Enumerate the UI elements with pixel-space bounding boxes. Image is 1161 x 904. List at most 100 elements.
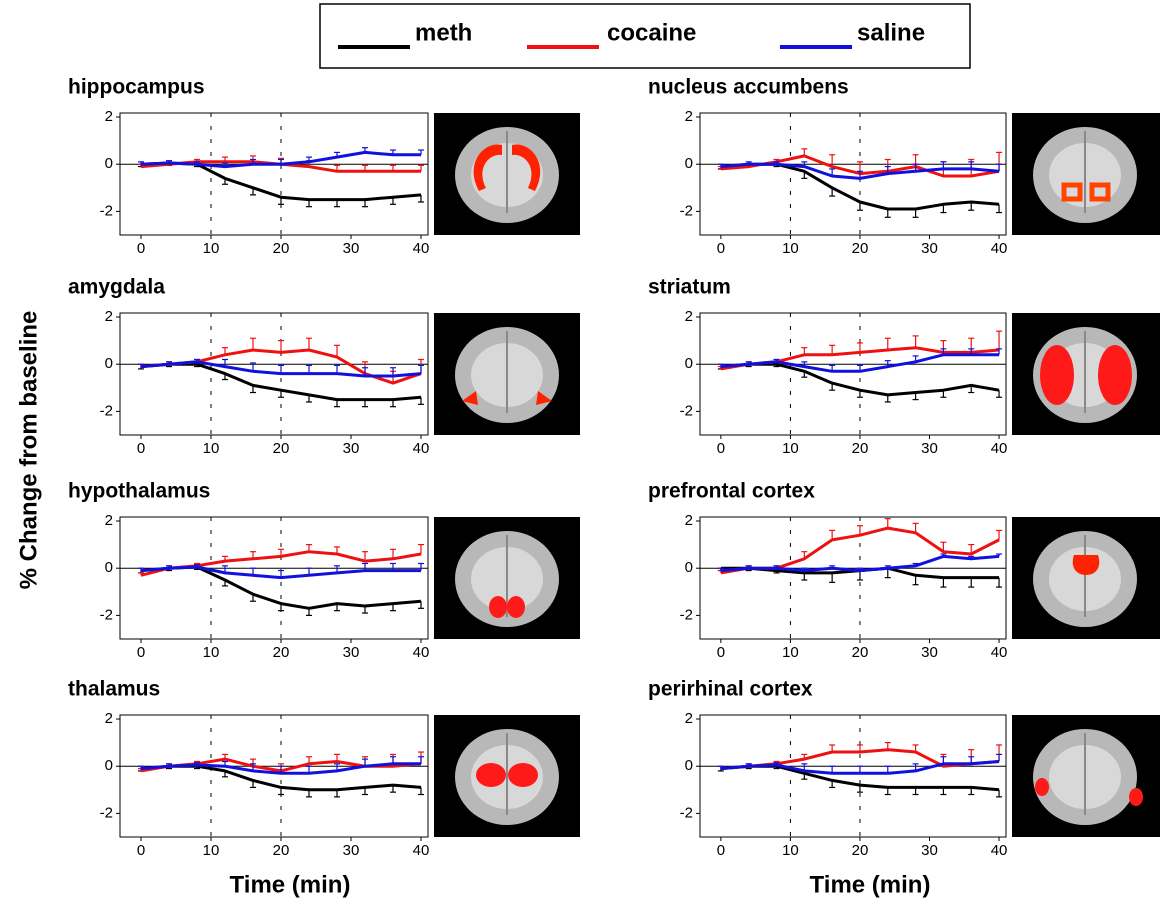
panel-title: thalamus xyxy=(68,678,160,701)
x-tick-label: 20 xyxy=(852,644,869,661)
y-tick-label: -2 xyxy=(680,606,693,623)
y-axis-label: % Change from baseline xyxy=(15,311,42,590)
x-tick-label: 30 xyxy=(921,240,938,257)
plot-frame xyxy=(700,313,1006,435)
region xyxy=(507,596,525,618)
plot-frame xyxy=(120,715,428,837)
x-tick-label: 40 xyxy=(413,240,430,257)
x-tick-label: 40 xyxy=(991,440,1008,457)
y-tick-label: 2 xyxy=(685,108,693,125)
figure: % Change from baseline Time (min) Time (… xyxy=(0,0,1161,904)
series-line xyxy=(721,528,999,573)
region xyxy=(1129,788,1143,806)
y-tick-label: 0 xyxy=(685,559,693,576)
region xyxy=(476,763,506,787)
x-tick-label: 0 xyxy=(137,440,145,457)
y-tick-label: 2 xyxy=(685,710,693,727)
brain-image xyxy=(434,113,580,235)
panel-title: prefrontal cortex xyxy=(648,480,815,503)
x-tick-label: 20 xyxy=(852,842,869,859)
y-tick-label: 0 xyxy=(105,559,113,576)
panel-title: nucleus accumbens xyxy=(648,76,849,99)
y-tick-label: 0 xyxy=(105,757,113,774)
region xyxy=(1040,345,1074,405)
y-tick-label: -2 xyxy=(680,804,693,821)
x-tick-label: 10 xyxy=(782,644,799,661)
y-tick-label: 0 xyxy=(105,155,113,172)
x-tick-label: 40 xyxy=(991,842,1008,859)
legend-label: saline xyxy=(857,19,925,46)
panel-title: striatum xyxy=(648,276,731,299)
x-tick-label: 10 xyxy=(782,842,799,859)
y-tick-label: -2 xyxy=(100,606,113,623)
y-tick-label: -2 xyxy=(680,202,693,219)
y-tick-label: 0 xyxy=(685,155,693,172)
y-tick-label: -2 xyxy=(100,804,113,821)
x-tick-label: 30 xyxy=(921,842,938,859)
brain-image xyxy=(1012,517,1160,639)
x-tick-label: 10 xyxy=(782,440,799,457)
y-tick-label: -2 xyxy=(100,402,113,419)
x-tick-label: 20 xyxy=(273,644,290,661)
y-tick-label: 2 xyxy=(105,308,113,325)
x-tick-label: 40 xyxy=(413,644,430,661)
x-tick-label: 0 xyxy=(717,644,725,661)
plot-frame xyxy=(700,715,1006,837)
panel-title: hippocampus xyxy=(68,76,205,99)
x-tick-label: 0 xyxy=(717,240,725,257)
region xyxy=(489,596,507,618)
y-tick-label: 2 xyxy=(685,308,693,325)
x-tick-label: 10 xyxy=(782,240,799,257)
legend-label: meth xyxy=(415,19,472,46)
brain-image xyxy=(1012,113,1160,235)
y-tick-label: 2 xyxy=(105,108,113,125)
y-tick-label: 2 xyxy=(105,710,113,727)
x-tick-label: 40 xyxy=(413,440,430,457)
x-tick-label: 40 xyxy=(413,842,430,859)
x-tick-label: 10 xyxy=(203,644,220,661)
brain-image xyxy=(434,715,580,837)
y-tick-label: -2 xyxy=(680,402,693,419)
x-tick-label: 30 xyxy=(921,644,938,661)
x-tick-label: 0 xyxy=(137,842,145,859)
region xyxy=(1098,345,1132,405)
x-tick-label: 20 xyxy=(273,842,290,859)
x-tick-label: 20 xyxy=(852,240,869,257)
panel-title: perirhinal cortex xyxy=(648,678,813,701)
brain-image xyxy=(1012,313,1160,435)
x-tick-label: 30 xyxy=(921,440,938,457)
x-tick-label: 10 xyxy=(203,440,220,457)
x-tick-label: 0 xyxy=(137,644,145,661)
x-tick-label: 0 xyxy=(137,240,145,257)
y-tick-label: -2 xyxy=(100,202,113,219)
plot-frame xyxy=(120,113,428,235)
x-tick-label: 20 xyxy=(273,440,290,457)
x-tick-label: 20 xyxy=(273,240,290,257)
x-tick-label: 30 xyxy=(343,644,360,661)
panel-title: amygdala xyxy=(68,276,165,299)
brain-image xyxy=(434,313,580,435)
x-tick-label: 10 xyxy=(203,240,220,257)
brain-image xyxy=(434,517,580,639)
y-tick-label: 0 xyxy=(685,757,693,774)
x-tick-label: 0 xyxy=(717,842,725,859)
legend-label: cocaine xyxy=(607,19,696,46)
x-tick-label: 30 xyxy=(343,240,360,257)
y-tick-label: 2 xyxy=(685,512,693,529)
y-tick-label: 0 xyxy=(685,355,693,372)
region xyxy=(1035,778,1049,796)
x-tick-label: 10 xyxy=(203,842,220,859)
x-tick-label: 20 xyxy=(852,440,869,457)
plot-frame xyxy=(700,113,1006,235)
x-axis-label: Time (min) xyxy=(230,871,351,898)
y-tick-label: 0 xyxy=(105,355,113,372)
x-tick-label: 0 xyxy=(717,440,725,457)
x-tick-label: 30 xyxy=(343,440,360,457)
x-tick-label: 40 xyxy=(991,644,1008,661)
region xyxy=(508,763,538,787)
x-axis-label: Time (min) xyxy=(810,871,931,898)
panel-title: hypothalamus xyxy=(68,480,210,503)
y-tick-label: 2 xyxy=(105,512,113,529)
x-tick-label: 40 xyxy=(991,240,1008,257)
brain-image xyxy=(1012,715,1160,837)
